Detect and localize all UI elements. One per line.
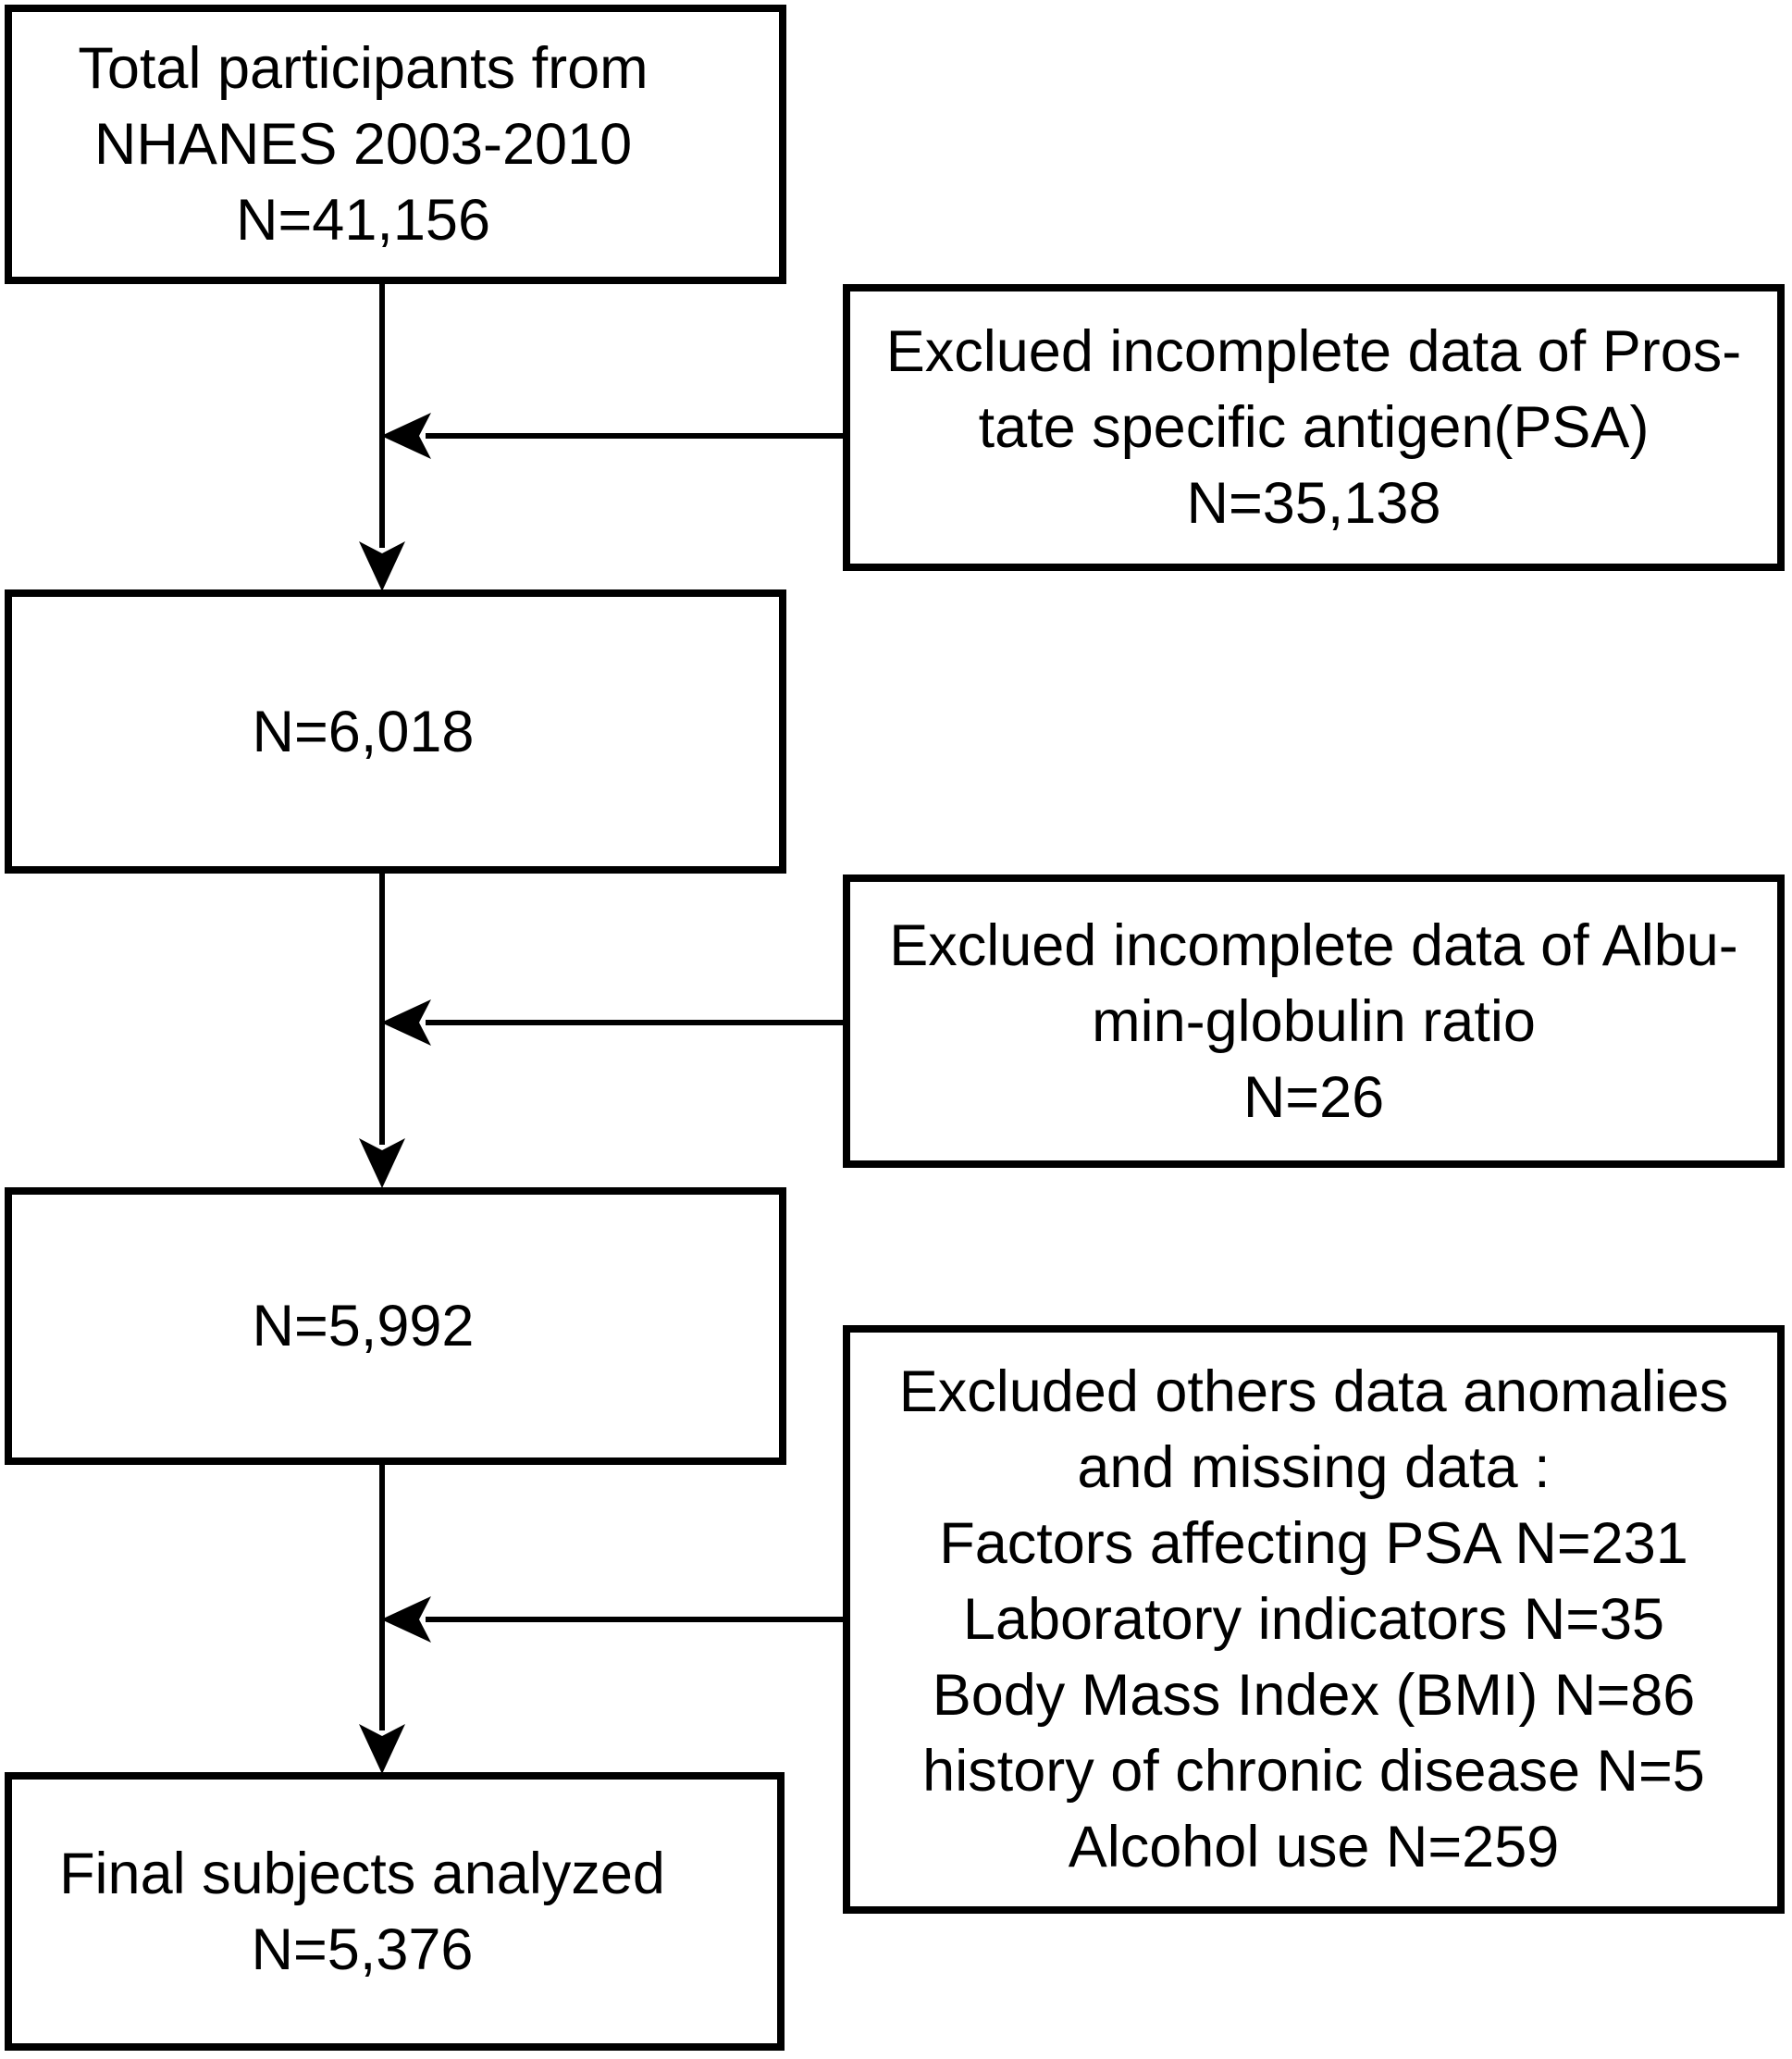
box-total-line-2: NHANES 2003-2010 (93, 112, 633, 177)
box-excluded-agr-line-1: Exclued incomplete data of Albu- (889, 912, 1738, 978)
box-excluded-psa-line-2: tate specific antigen(PSA) (978, 395, 1650, 460)
box-excluded-psa: Exclued incomplete data of Pros- tate sp… (843, 284, 1785, 571)
box-final-subjects: Final subjects analyzed N=5,376 (5, 1772, 785, 2051)
box-excluded-psa-line-1: Exclued incomplete data of Pros- (885, 319, 1742, 384)
box-total-line-1: Total participants from (78, 36, 649, 101)
box-excluded-other: Excluded others data anomalies and missi… (843, 1325, 1785, 1914)
box-excluded-other-line-4: Laboratory indicators N=35 (962, 1587, 1665, 1652)
box-excluded-agr-line-2: min-globulin ratio (1092, 988, 1536, 1054)
box-after-agr-exclusion: N=5,992 (5, 1187, 786, 1465)
box-after-psa-exclusion: N=6,018 (5, 589, 786, 874)
arrow-left-icon (381, 413, 431, 459)
box-excluded-other-line-1: Excluded others data anomalies (898, 1359, 1729, 1424)
arrow-down-icon (359, 1138, 405, 1188)
exclusion-line-3 (426, 1617, 847, 1622)
arrow-down-icon (359, 1724, 405, 1774)
box-excluded-agr-count: N=26 (1242, 1064, 1385, 1130)
box-final-count: N=5,376 (251, 1916, 474, 1982)
box-excluded-other-line-3: Factors affecting PSA N=231 (939, 1511, 1688, 1576)
exclusion-line-1 (426, 433, 847, 439)
exclusion-line-2 (426, 1020, 847, 1025)
box-excluded-psa-count: N=35,138 (1186, 471, 1441, 536)
box-total-count: N=41,156 (236, 188, 490, 253)
arrow-left-icon (381, 999, 431, 1046)
flow-line-3 (379, 1463, 385, 1730)
box-after-agr-count: N=5,992 (252, 1294, 475, 1358)
flow-line-1 (379, 282, 385, 548)
box-excluded-other-line-7: Alcohol use N=259 (1068, 1815, 1560, 1879)
box-excluded-agr: Exclued incomplete data of Albu- min-glo… (843, 874, 1785, 1168)
box-excluded-other-line-2: and missing data : (1077, 1435, 1551, 1500)
box-total-participants: Total participants from NHANES 2003-2010… (5, 5, 786, 284)
arrow-left-icon (381, 1596, 431, 1643)
box-after-psa-count: N=6,018 (252, 699, 475, 764)
flow-line-2 (379, 872, 385, 1145)
box-excluded-other-line-6: history of chronic disease N=5 (922, 1739, 1705, 1804)
arrow-down-icon (359, 541, 405, 591)
box-final-line-1: Final subjects analyzed (59, 1841, 665, 1906)
box-excluded-other-line-5: Body Mass Index (BMI) N=86 (932, 1663, 1696, 1728)
